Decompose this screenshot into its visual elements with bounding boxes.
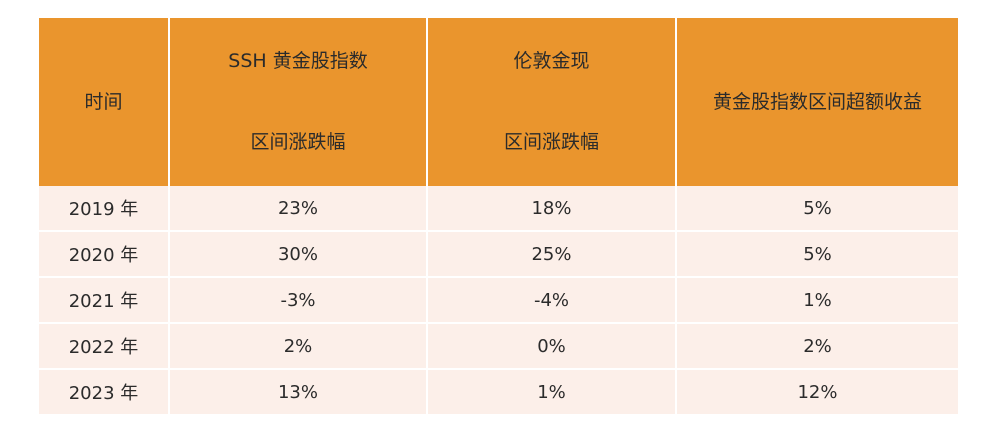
cell-ssh-gold-index-change: -3% <box>168 276 427 323</box>
header-period: 时间 <box>39 18 169 186</box>
table-row: 2020 年 30% 25% 5% <box>39 230 958 277</box>
header-period-label: 时间 <box>84 90 123 113</box>
cell-ssh-gold-index-change: 13% <box>168 368 427 414</box>
header-ssh-gold-index-line2: 区间涨跌幅 <box>250 131 346 153</box>
header-london-gold-spot-line2: 区间涨跌幅 <box>503 131 599 153</box>
table-row: 2023 年 13% 1% 12% <box>39 368 958 414</box>
cell-year: 2021 年 <box>39 276 169 323</box>
cell-year: 2023 年 <box>39 368 169 414</box>
cell-year: 2022 年 <box>39 322 169 369</box>
cell-excess-return: 1% <box>675 276 958 323</box>
cell-london-gold-change: 0% <box>426 322 676 369</box>
header-london-gold-spot-line1: 伦敦金现 <box>513 50 590 73</box>
table-row: 2019 年 23% 18% 5% <box>39 186 958 231</box>
header-row: 时间 SSH 黄金股指数 区间涨跌幅 伦敦金现 区间涨跌幅 黄金股指数区间超额收… <box>39 18 958 186</box>
table-body: 2019 年 23% 18% 5% 2020 年 30% 25% 5% 2021… <box>39 186 958 414</box>
cell-ssh-gold-index-change: 30% <box>168 230 427 277</box>
cell-excess-return: 5% <box>675 230 958 277</box>
table-header: 时间 SSH 黄金股指数 区间涨跌幅 伦敦金现 区间涨跌幅 黄金股指数区间超额收… <box>39 18 958 186</box>
cell-ssh-gold-index-change: 23% <box>168 186 427 231</box>
header-spacer <box>170 73 426 131</box>
cell-excess-return: 12% <box>675 368 958 414</box>
cell-london-gold-change: 25% <box>426 230 676 277</box>
cell-excess-return: 5% <box>675 186 958 231</box>
cell-year: 2019 年 <box>39 186 169 231</box>
table-row: 2021 年 -3% -4% 1% <box>39 276 958 323</box>
header-ssh-gold-index: SSH 黄金股指数 区间涨跌幅 <box>168 18 427 186</box>
cell-excess-return: 2% <box>675 322 958 369</box>
header-spacer <box>428 73 675 131</box>
returns-table: 时间 SSH 黄金股指数 区间涨跌幅 伦敦金现 区间涨跌幅 黄金股指数区间超额收… <box>39 18 958 414</box>
header-ssh-gold-index-line1: SSH 黄金股指数 <box>228 50 368 73</box>
header-london-gold-spot: 伦敦金现 区间涨跌幅 <box>426 18 676 186</box>
cell-year: 2020 年 <box>39 230 169 277</box>
table-row: 2022 年 2% 0% 2% <box>39 322 958 369</box>
cell-london-gold-change: 18% <box>426 186 676 231</box>
cell-london-gold-change: -4% <box>426 276 676 323</box>
cell-london-gold-change: 1% <box>426 368 676 414</box>
header-excess-return: 黄金股指数区间超额收益 <box>675 18 958 186</box>
header-excess-return-label: 黄金股指数区间超额收益 <box>712 90 922 113</box>
cell-ssh-gold-index-change: 2% <box>168 322 427 369</box>
